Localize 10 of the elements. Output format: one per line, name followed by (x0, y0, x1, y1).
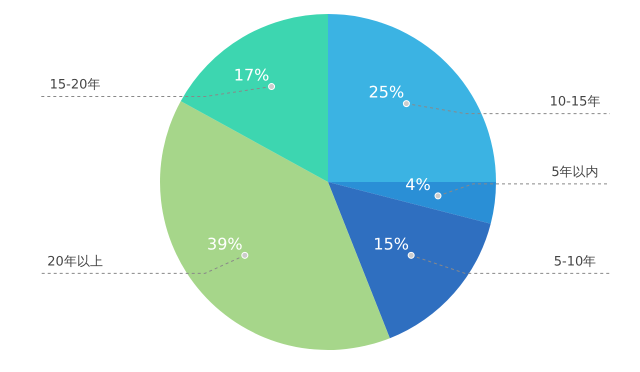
slice-label: 5-10年 (554, 254, 596, 270)
data-label: 15% (373, 234, 409, 254)
slice-label: 10-15年 (550, 94, 600, 110)
slice-label: 20年以上 (47, 254, 103, 270)
slice-label: 5年以内 (551, 164, 599, 180)
data-label: 25% (368, 82, 404, 102)
data-label: 39% (207, 234, 243, 254)
slice-label: 15-20年 (50, 78, 100, 93)
data-label: 4% (405, 174, 431, 194)
data-label: 17% (234, 66, 270, 85)
